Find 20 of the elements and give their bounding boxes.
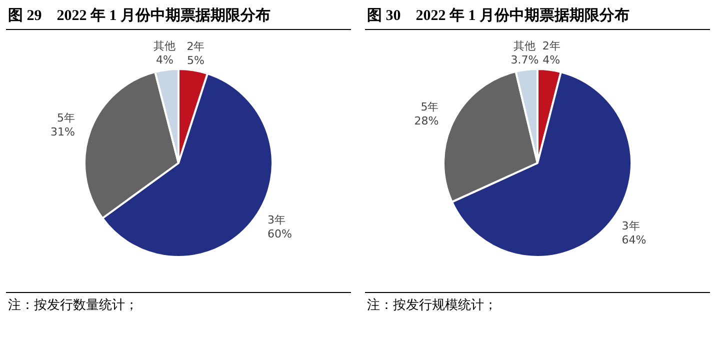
data-label: 28%	[414, 114, 439, 128]
slice-label: 2年	[186, 40, 205, 54]
slice-label: 2年	[542, 40, 560, 53]
slice-label: 其他	[514, 40, 536, 53]
chart-title: 图 30 2022 年 1 月份中期票据期限分布	[365, 4, 710, 30]
slice-label: 5年	[57, 112, 76, 125]
data-label: 5%	[186, 54, 204, 68]
slice-label: 3年	[267, 214, 286, 227]
slice-label: 其他	[154, 40, 176, 53]
slice-label: 3年	[622, 220, 640, 233]
data-label: 31%	[50, 126, 76, 139]
text: 注：按发行数量统计；	[6, 292, 351, 314]
data-label: 4%	[542, 54, 560, 67]
data-label: 4%	[156, 54, 174, 67]
slice-label: 5年	[420, 100, 439, 114]
chart-title: 图 29 2022 年 1 月份中期票据期限分布	[6, 4, 351, 30]
data-label: 64%	[622, 234, 646, 247]
data-label: 60%	[267, 228, 292, 241]
data-label: 3.7%	[510, 54, 539, 67]
text: 注：按发行规模统计；	[365, 292, 710, 314]
